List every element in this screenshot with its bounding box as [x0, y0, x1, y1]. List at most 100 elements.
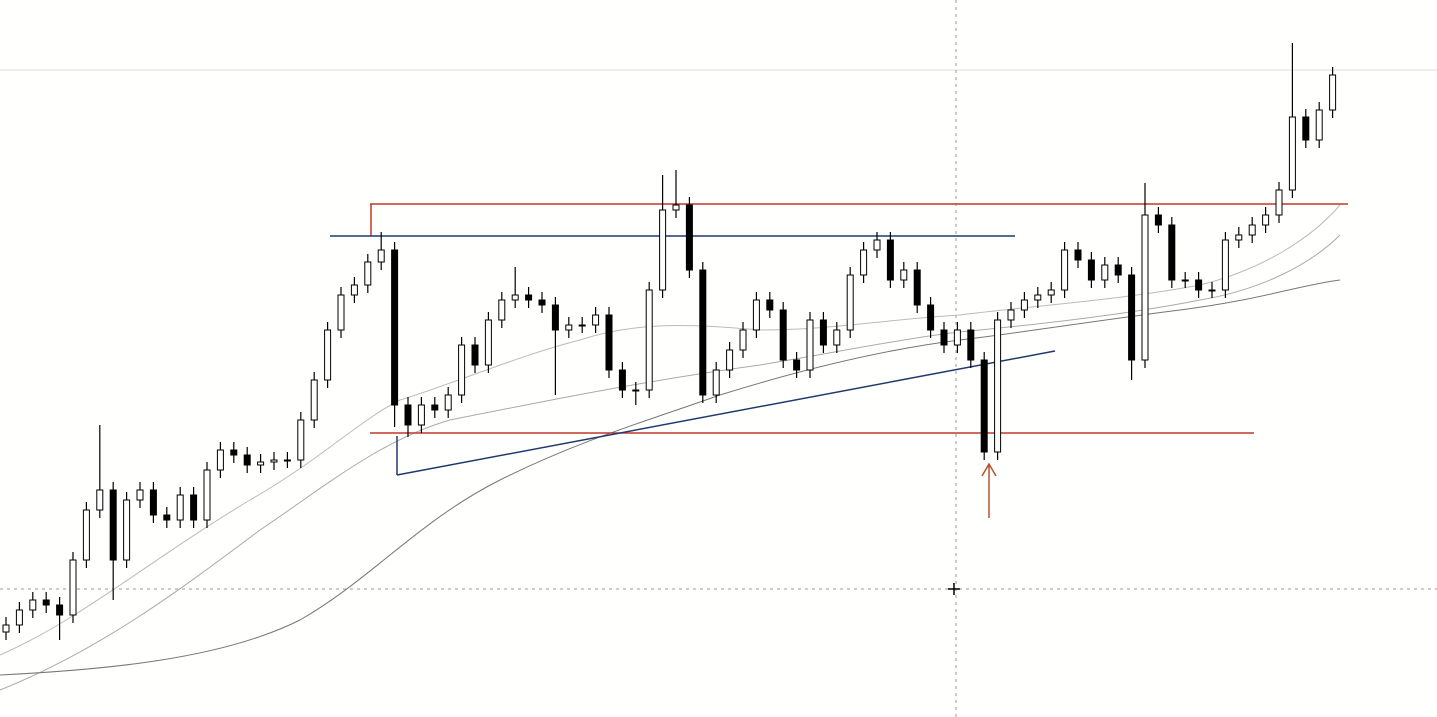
arrow-annotation — [981, 462, 997, 518]
candle-body — [1128, 274, 1136, 361]
candle-body — [350, 284, 358, 296]
candle-body — [458, 344, 466, 396]
candle-body — [1154, 214, 1162, 226]
moving-average — [0, 279, 1341, 676]
candle-body — [1248, 224, 1256, 236]
candle-body — [953, 329, 961, 346]
candle-body — [1020, 299, 1028, 311]
candles — [2, 43, 1337, 640]
candle-body — [243, 454, 251, 466]
candle-body — [1329, 74, 1337, 111]
candle-body — [726, 349, 734, 371]
candle-body — [257, 461, 265, 466]
candle-body — [82, 509, 90, 561]
candle-body — [324, 329, 332, 381]
candle-body — [511, 294, 519, 301]
candle-body — [1047, 289, 1055, 296]
candle-body — [337, 294, 345, 331]
candle-body — [123, 499, 131, 561]
candle-body — [42, 599, 50, 606]
candle-body — [860, 249, 868, 276]
candle-body — [927, 304, 935, 331]
candle-body — [1061, 249, 1069, 291]
candle-body — [498, 299, 506, 321]
candle-body — [565, 324, 573, 331]
candle-body — [1315, 109, 1323, 141]
candle-body — [886, 239, 894, 281]
candle-body — [793, 359, 801, 371]
crosshair-cursor — [948, 583, 960, 595]
candle-body — [752, 299, 760, 331]
moving-average — [0, 234, 1341, 691]
candle-body — [203, 469, 211, 521]
candle-body — [471, 344, 479, 366]
candle-body — [578, 324, 586, 327]
candle-body — [819, 319, 827, 346]
candle-body — [994, 319, 1002, 453]
candle-body — [2, 624, 10, 633]
candle-body — [1275, 189, 1283, 216]
candle-body — [404, 404, 412, 426]
candle-body — [69, 559, 77, 616]
candle-body — [1208, 289, 1216, 292]
candle-body — [806, 319, 814, 371]
candle-body — [1235, 234, 1243, 241]
candle-body — [873, 239, 881, 251]
candle-body — [551, 304, 559, 331]
candle-body — [283, 459, 291, 462]
candle-body — [444, 394, 452, 411]
candle-body — [1181, 279, 1189, 282]
candle-body — [712, 369, 720, 396]
candle-body — [1221, 239, 1229, 291]
candle-body — [967, 329, 975, 361]
candle-body — [1114, 264, 1122, 276]
candle-body — [297, 419, 305, 461]
moving-average — [0, 204, 1341, 656]
candle-body — [846, 274, 854, 331]
candle-body — [900, 269, 908, 281]
candle-body — [1195, 279, 1203, 291]
candle-body — [833, 329, 841, 346]
candle-body — [659, 209, 667, 291]
candle-body — [913, 269, 921, 306]
candle-body — [136, 489, 144, 501]
candle-body — [699, 269, 707, 396]
trend-line — [396, 350, 1056, 476]
candle-body — [1074, 249, 1082, 261]
candle-body — [605, 314, 613, 371]
candle-body — [1101, 264, 1109, 281]
candle-body — [29, 599, 37, 611]
candle-body — [417, 404, 425, 426]
candle-body — [109, 489, 117, 561]
candle-body — [1034, 294, 1042, 301]
candle-body — [176, 494, 184, 521]
candle-body — [56, 604, 64, 616]
candle-body — [525, 294, 533, 301]
candle-body — [592, 314, 600, 326]
candle-body — [766, 299, 774, 311]
candle-body — [377, 249, 385, 263]
candle-body — [538, 299, 546, 306]
candle-body — [1262, 214, 1270, 226]
candle-body — [1168, 224, 1176, 281]
candle-body — [230, 449, 238, 456]
candle-body — [96, 489, 104, 511]
candle-body — [431, 404, 439, 411]
candle-body — [940, 329, 948, 346]
candle-body — [149, 489, 157, 516]
candle-body — [391, 249, 399, 406]
candle-body — [1302, 116, 1310, 141]
candle-body — [190, 494, 198, 521]
candle-body — [1007, 309, 1015, 321]
candle-body — [980, 359, 988, 453]
candle-body — [672, 204, 680, 211]
candle-body — [270, 459, 278, 463]
candle-body — [1288, 116, 1296, 191]
candle-body — [310, 379, 318, 421]
candle-body — [364, 261, 372, 286]
candle-body — [484, 319, 492, 366]
candle-body — [645, 289, 653, 391]
candle-body — [216, 449, 224, 471]
